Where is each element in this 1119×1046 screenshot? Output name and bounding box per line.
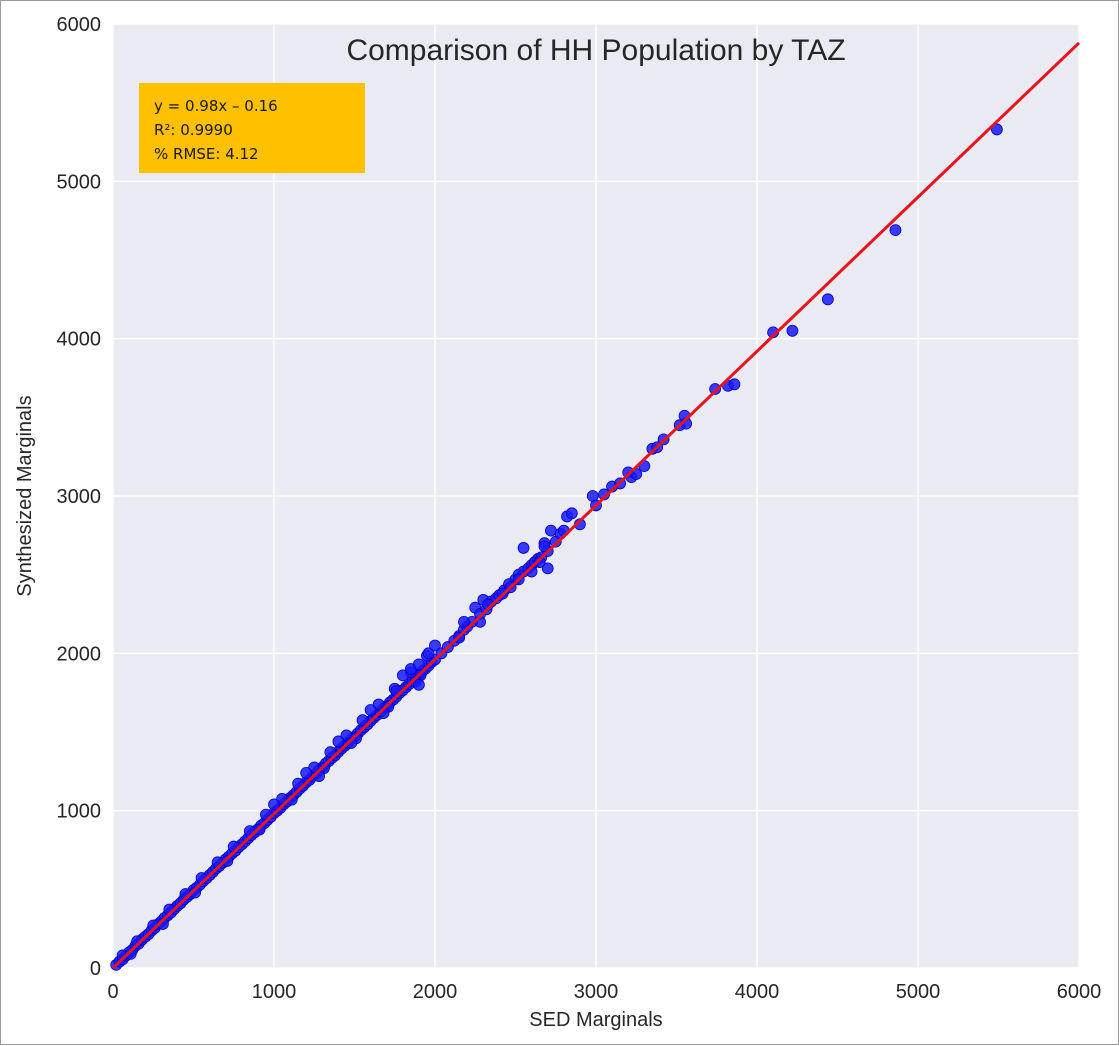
data-point [786, 324, 799, 337]
y-tick-labels: 0 1000 2000 3000 4000 5000 6000 [57, 14, 102, 980]
y-axis-label: Synthesized Marginals [14, 395, 36, 596]
data-point [364, 704, 377, 716]
data-point [356, 714, 369, 727]
x-tick-label: 1000 [252, 981, 297, 1003]
annotation-r2: R²: 0.9990 [154, 121, 233, 139]
y-tick-label: 4000 [57, 329, 102, 351]
y-tick-label: 1000 [57, 801, 102, 823]
data-point [345, 737, 358, 749]
annotation-background [139, 83, 365, 173]
data-point [300, 767, 313, 779]
data-point [396, 669, 409, 682]
y-tick-label: 0 [90, 958, 101, 980]
annotation-equation: y = 0.98x – 0.16 [154, 97, 278, 115]
data-point [422, 647, 435, 660]
x-axis-label: SED Marginals [529, 1009, 662, 1031]
annotation-rmse: % RMSE: 4.12 [154, 145, 259, 163]
x-tick-label: 3000 [574, 981, 619, 1003]
x-tick-label: 5000 [896, 981, 941, 1003]
fit-line-group [111, 41, 1081, 970]
data-point [565, 507, 578, 520]
fit-line [111, 41, 1081, 970]
data-point [990, 123, 1003, 136]
data-point [429, 639, 441, 652]
data-point [728, 378, 741, 391]
data-point [412, 678, 425, 691]
x-tick-label: 2000 [413, 981, 458, 1003]
data-point [889, 224, 902, 237]
fit-annotation-box: y = 0.98x – 0.16 R²: 0.9990 % RMSE: 4.12 [139, 83, 365, 173]
x-tick-label: 6000 [1057, 981, 1102, 1003]
data-point [285, 793, 298, 806]
data-point [412, 658, 425, 671]
x-tick-labels: 0 1000 2000 3000 4000 5000 6000 [107, 981, 1101, 1003]
data-point [533, 556, 546, 568]
data-point [189, 886, 202, 899]
y-tick-label: 6000 [57, 14, 102, 36]
data-point [709, 383, 722, 395]
x-tick-label: 0 [107, 981, 118, 1003]
y-tick-label: 2000 [57, 643, 102, 665]
data-point [538, 540, 551, 553]
x-tick-label: 4000 [735, 981, 780, 1003]
data-point [332, 735, 345, 748]
data-point [458, 615, 470, 628]
data-point [324, 746, 337, 759]
data-point [268, 798, 280, 811]
data-point [541, 562, 554, 575]
chart-title: Comparison of HH Population by TAZ [346, 34, 845, 67]
y-tick-label: 5000 [57, 171, 102, 193]
y-tick-label: 3000 [57, 486, 102, 508]
data-point [821, 293, 834, 306]
data-point [124, 947, 137, 960]
data-point [221, 855, 234, 867]
data-point [517, 542, 530, 554]
